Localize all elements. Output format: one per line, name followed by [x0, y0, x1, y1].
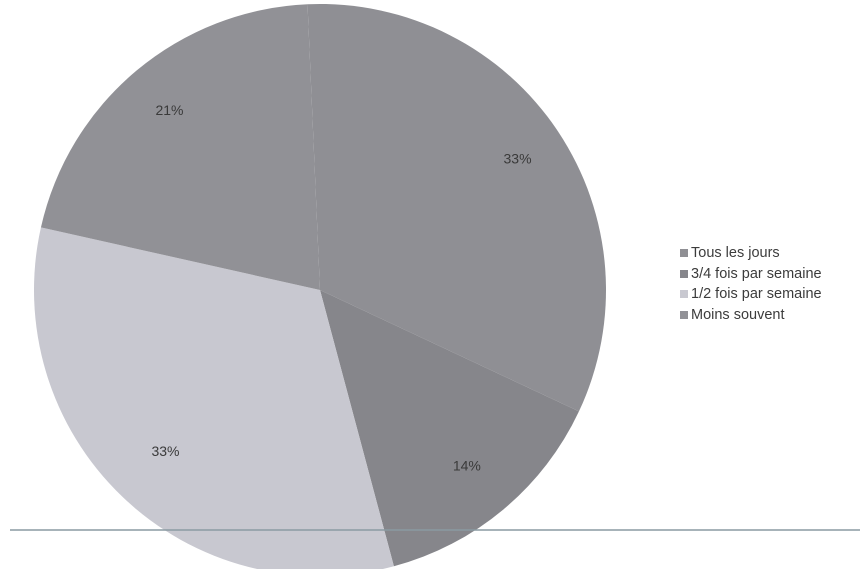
legend-label: Tous les jours: [691, 245, 780, 261]
data-label: 33%: [151, 443, 179, 459]
legend-swatch: [680, 269, 688, 278]
pie-slice: [307, 4, 606, 412]
pie-slice: [34, 227, 394, 569]
data-label: 33%: [504, 150, 532, 166]
pie-slice: [320, 290, 579, 567]
pie-slice: [40, 4, 320, 290]
data-label: 14%: [453, 457, 481, 473]
legend-label: 3/4 fois par semaine: [691, 265, 822, 282]
legend-swatch: [680, 290, 688, 299]
legend-item: 1/2 fois par semaine: [680, 284, 822, 305]
legend: Tous les jours 3/4 fois par semaine 1/2 …: [680, 243, 822, 325]
data-label: 21%: [155, 102, 183, 118]
legend-item: Tous les jours: [680, 243, 822, 264]
legend-item: Moins souvent: [680, 305, 822, 326]
legend-swatch: [680, 310, 688, 319]
legend-label: 1/2 fois par semaine: [691, 286, 822, 302]
legend-label: Moins souvent: [691, 306, 785, 323]
legend-item: 3/4 fois par semaine: [680, 264, 822, 285]
legend-swatch: [680, 249, 688, 258]
